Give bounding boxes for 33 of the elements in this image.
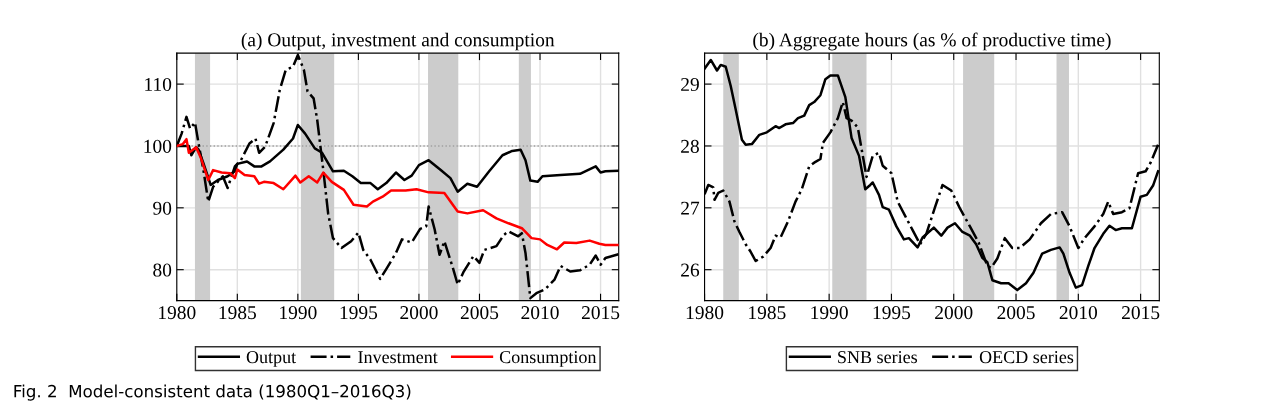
y-tick-label: 26 [681,263,700,277]
x-tick-label: 2010 [1059,306,1098,320]
x-tick-label: 1985 [219,306,256,320]
legend-label: OECD series [979,351,1074,364]
caption: Fig. 2 Model-consistent data (1980Q1–2016Q3) [14,384,411,401]
chart-title: (a) Output, investment and consumption [241,32,555,51]
x-tick-label: 1990 [811,306,848,320]
legend-label: Consumption [499,351,597,367]
x-tick-label: 2015 [1122,306,1160,320]
legend-label: Investment [358,351,438,364]
legend-label: Output [246,351,297,367]
line-series [176,137,619,251]
chart-title: (b) Aggregate hours (as % of productive time) [753,32,1111,51]
y-tick-label: 100 [144,139,172,153]
x-tick-label: 1990 [280,306,317,320]
y-tick-label: 27 [681,201,700,215]
x-tick-label: 2015 [581,306,620,320]
x-tick-label: 1980 [159,306,196,320]
y-tick-label: 90 [153,201,172,215]
x-tick-label: 1980 [686,306,724,320]
x-tick-label: 1985 [749,306,786,320]
legend-label: SNB series [838,351,918,364]
y-tick-label: 28 [681,139,699,153]
y-tick-label: 80 [153,263,172,277]
x-tick-label: 2005 [997,306,1035,320]
x-tick-label: 1995 [340,306,378,320]
y-tick-label: 110 [145,77,172,92]
x-tick-label: 2010 [521,306,559,320]
y-tick-label: 29 [681,77,699,92]
x-tick-label: 2005 [460,306,499,320]
x-tick-label: 2000 [400,306,438,320]
x-tick-label: 2000 [935,306,973,320]
x-tick-label: 1995 [873,306,911,320]
